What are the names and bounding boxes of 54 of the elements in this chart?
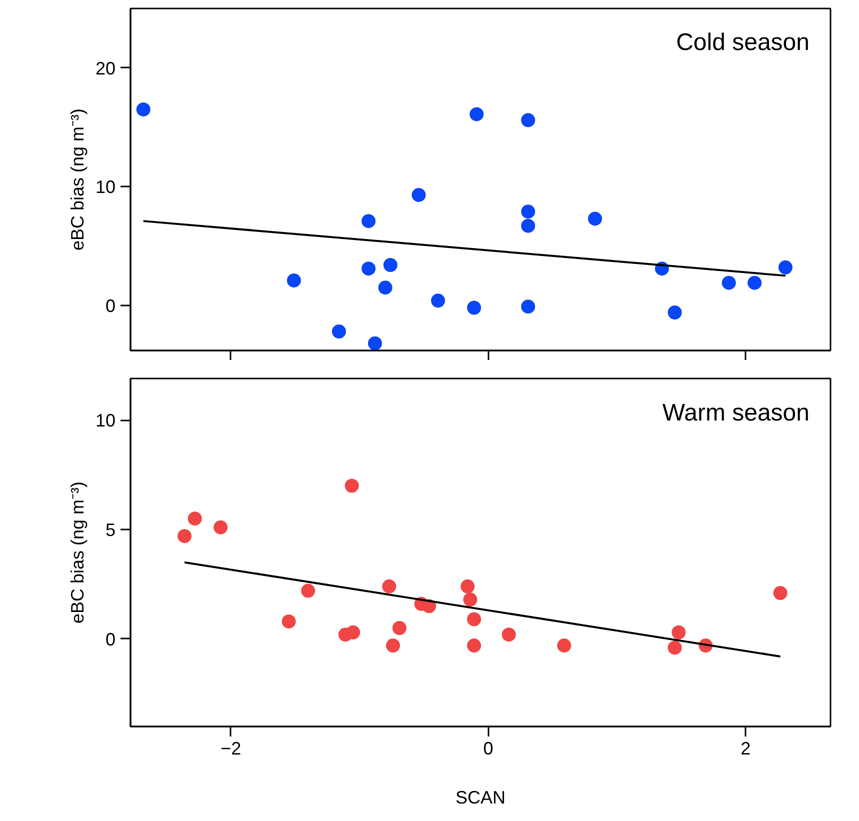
point	[332, 324, 346, 338]
point	[521, 204, 536, 219]
point	[412, 188, 426, 202]
y-axis-title: eBC bias (ng m⁻³)	[67, 481, 88, 624]
point	[668, 306, 682, 320]
x-tick-label: −2	[220, 738, 242, 758]
point	[672, 625, 686, 640]
point	[467, 300, 482, 315]
point	[431, 294, 446, 308]
point	[178, 529, 192, 544]
y-tick-label: 0	[105, 629, 116, 650]
y-axis-title: eBC bias (ng m⁻³)	[67, 108, 88, 251]
point	[214, 520, 228, 534]
point	[378, 280, 392, 295]
point	[382, 579, 396, 594]
y-tick-label: 20	[95, 58, 116, 78]
point	[368, 336, 382, 350]
point	[344, 478, 359, 493]
point	[778, 260, 792, 274]
point	[668, 640, 682, 655]
point	[386, 638, 400, 653]
point	[521, 113, 536, 128]
y-tick-label: 10	[95, 177, 116, 198]
point	[470, 107, 484, 122]
point	[722, 276, 736, 290]
point	[521, 218, 536, 233]
point	[346, 625, 360, 640]
point	[383, 258, 398, 272]
point	[282, 614, 296, 628]
point	[362, 262, 376, 276]
text: Warm season	[662, 399, 810, 426]
point	[301, 584, 316, 598]
point	[502, 628, 516, 642]
point	[463, 592, 478, 607]
point	[557, 638, 572, 653]
x-axis-title: SCAN	[455, 788, 506, 808]
point	[773, 586, 788, 600]
point	[467, 612, 482, 626]
point	[362, 214, 376, 228]
point	[392, 621, 406, 635]
y-tick-label: 10	[95, 410, 116, 431]
text: Cold season	[676, 29, 810, 56]
y-tick-label: 5	[105, 520, 116, 540]
point	[460, 579, 475, 594]
y-tick-label: 0	[105, 296, 116, 316]
point	[748, 276, 762, 290]
point	[588, 212, 602, 226]
point	[521, 300, 536, 314]
point	[188, 512, 202, 526]
point	[286, 273, 301, 288]
x-tick-label: 2	[740, 738, 751, 758]
x-tick-label: 0	[483, 738, 494, 758]
point	[136, 102, 150, 116]
point	[467, 638, 482, 653]
